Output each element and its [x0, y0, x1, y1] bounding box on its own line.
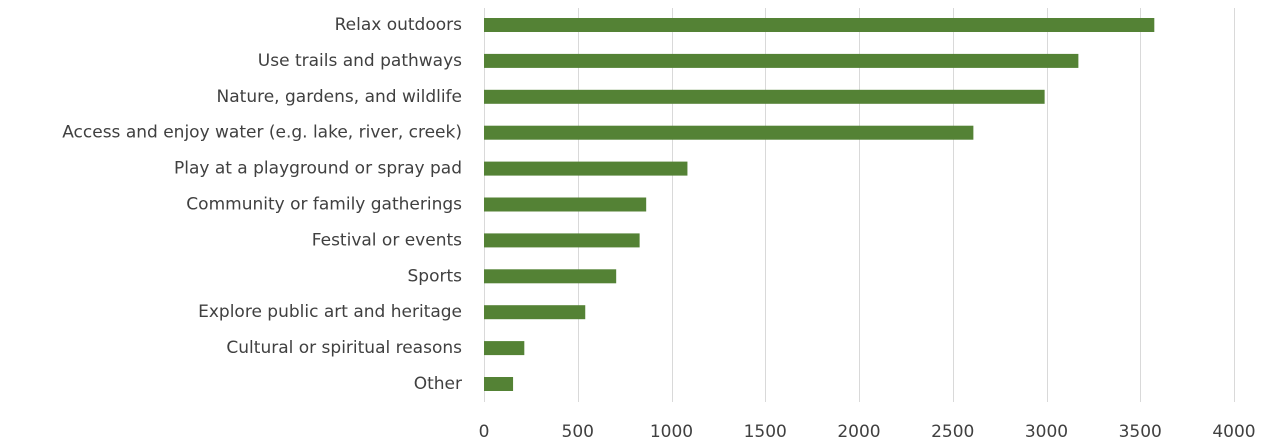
category-label: Use trails and pathways — [258, 51, 462, 71]
category-label: Nature, gardens, and wildlife — [217, 87, 462, 107]
x-tick-label: 2000 — [837, 422, 880, 442]
bar — [484, 125, 974, 140]
bar — [484, 53, 1079, 68]
bar — [484, 305, 586, 320]
category-label: Other — [414, 374, 462, 394]
x-tick-label: 1000 — [650, 422, 693, 442]
category-label: Cultural or spiritual reasons — [226, 338, 462, 358]
x-axis-tick-labels: 0 500 1000 1500 2000 2500 3000 3500 4000 — [479, 422, 1256, 442]
category-label: Sports — [408, 266, 463, 286]
x-tick-label: 1500 — [744, 422, 787, 442]
bar — [484, 161, 688, 176]
gridlines — [484, 8, 1235, 402]
x-tick-label: 4000 — [1212, 422, 1255, 442]
bar — [484, 18, 1155, 32]
bar — [484, 89, 1045, 104]
x-tick-label: 2500 — [931, 422, 974, 442]
category-label: Access and enjoy water (e.g. lake, river… — [62, 123, 462, 143]
category-labels: Relax outdoors Use trails and pathways Nat… — [62, 15, 462, 394]
bars — [484, 18, 1155, 391]
x-tick-label: 500 — [562, 422, 594, 442]
category-label: Festival or events — [312, 230, 462, 250]
category-label: Explore public art and heritage — [198, 302, 462, 322]
category-label: Relax outdoors — [335, 15, 463, 35]
bar — [484, 269, 617, 284]
category-label: Play at a playground or spray pad — [174, 159, 462, 179]
bar — [484, 233, 640, 248]
x-tick-label: 0 — [479, 422, 490, 442]
bar — [484, 197, 647, 212]
category-label: Community or family gatherings — [186, 195, 462, 215]
bar — [484, 341, 525, 356]
x-tick-label: 3500 — [1119, 422, 1162, 442]
x-tick-label: 3000 — [1025, 422, 1068, 442]
bar — [484, 377, 514, 391]
